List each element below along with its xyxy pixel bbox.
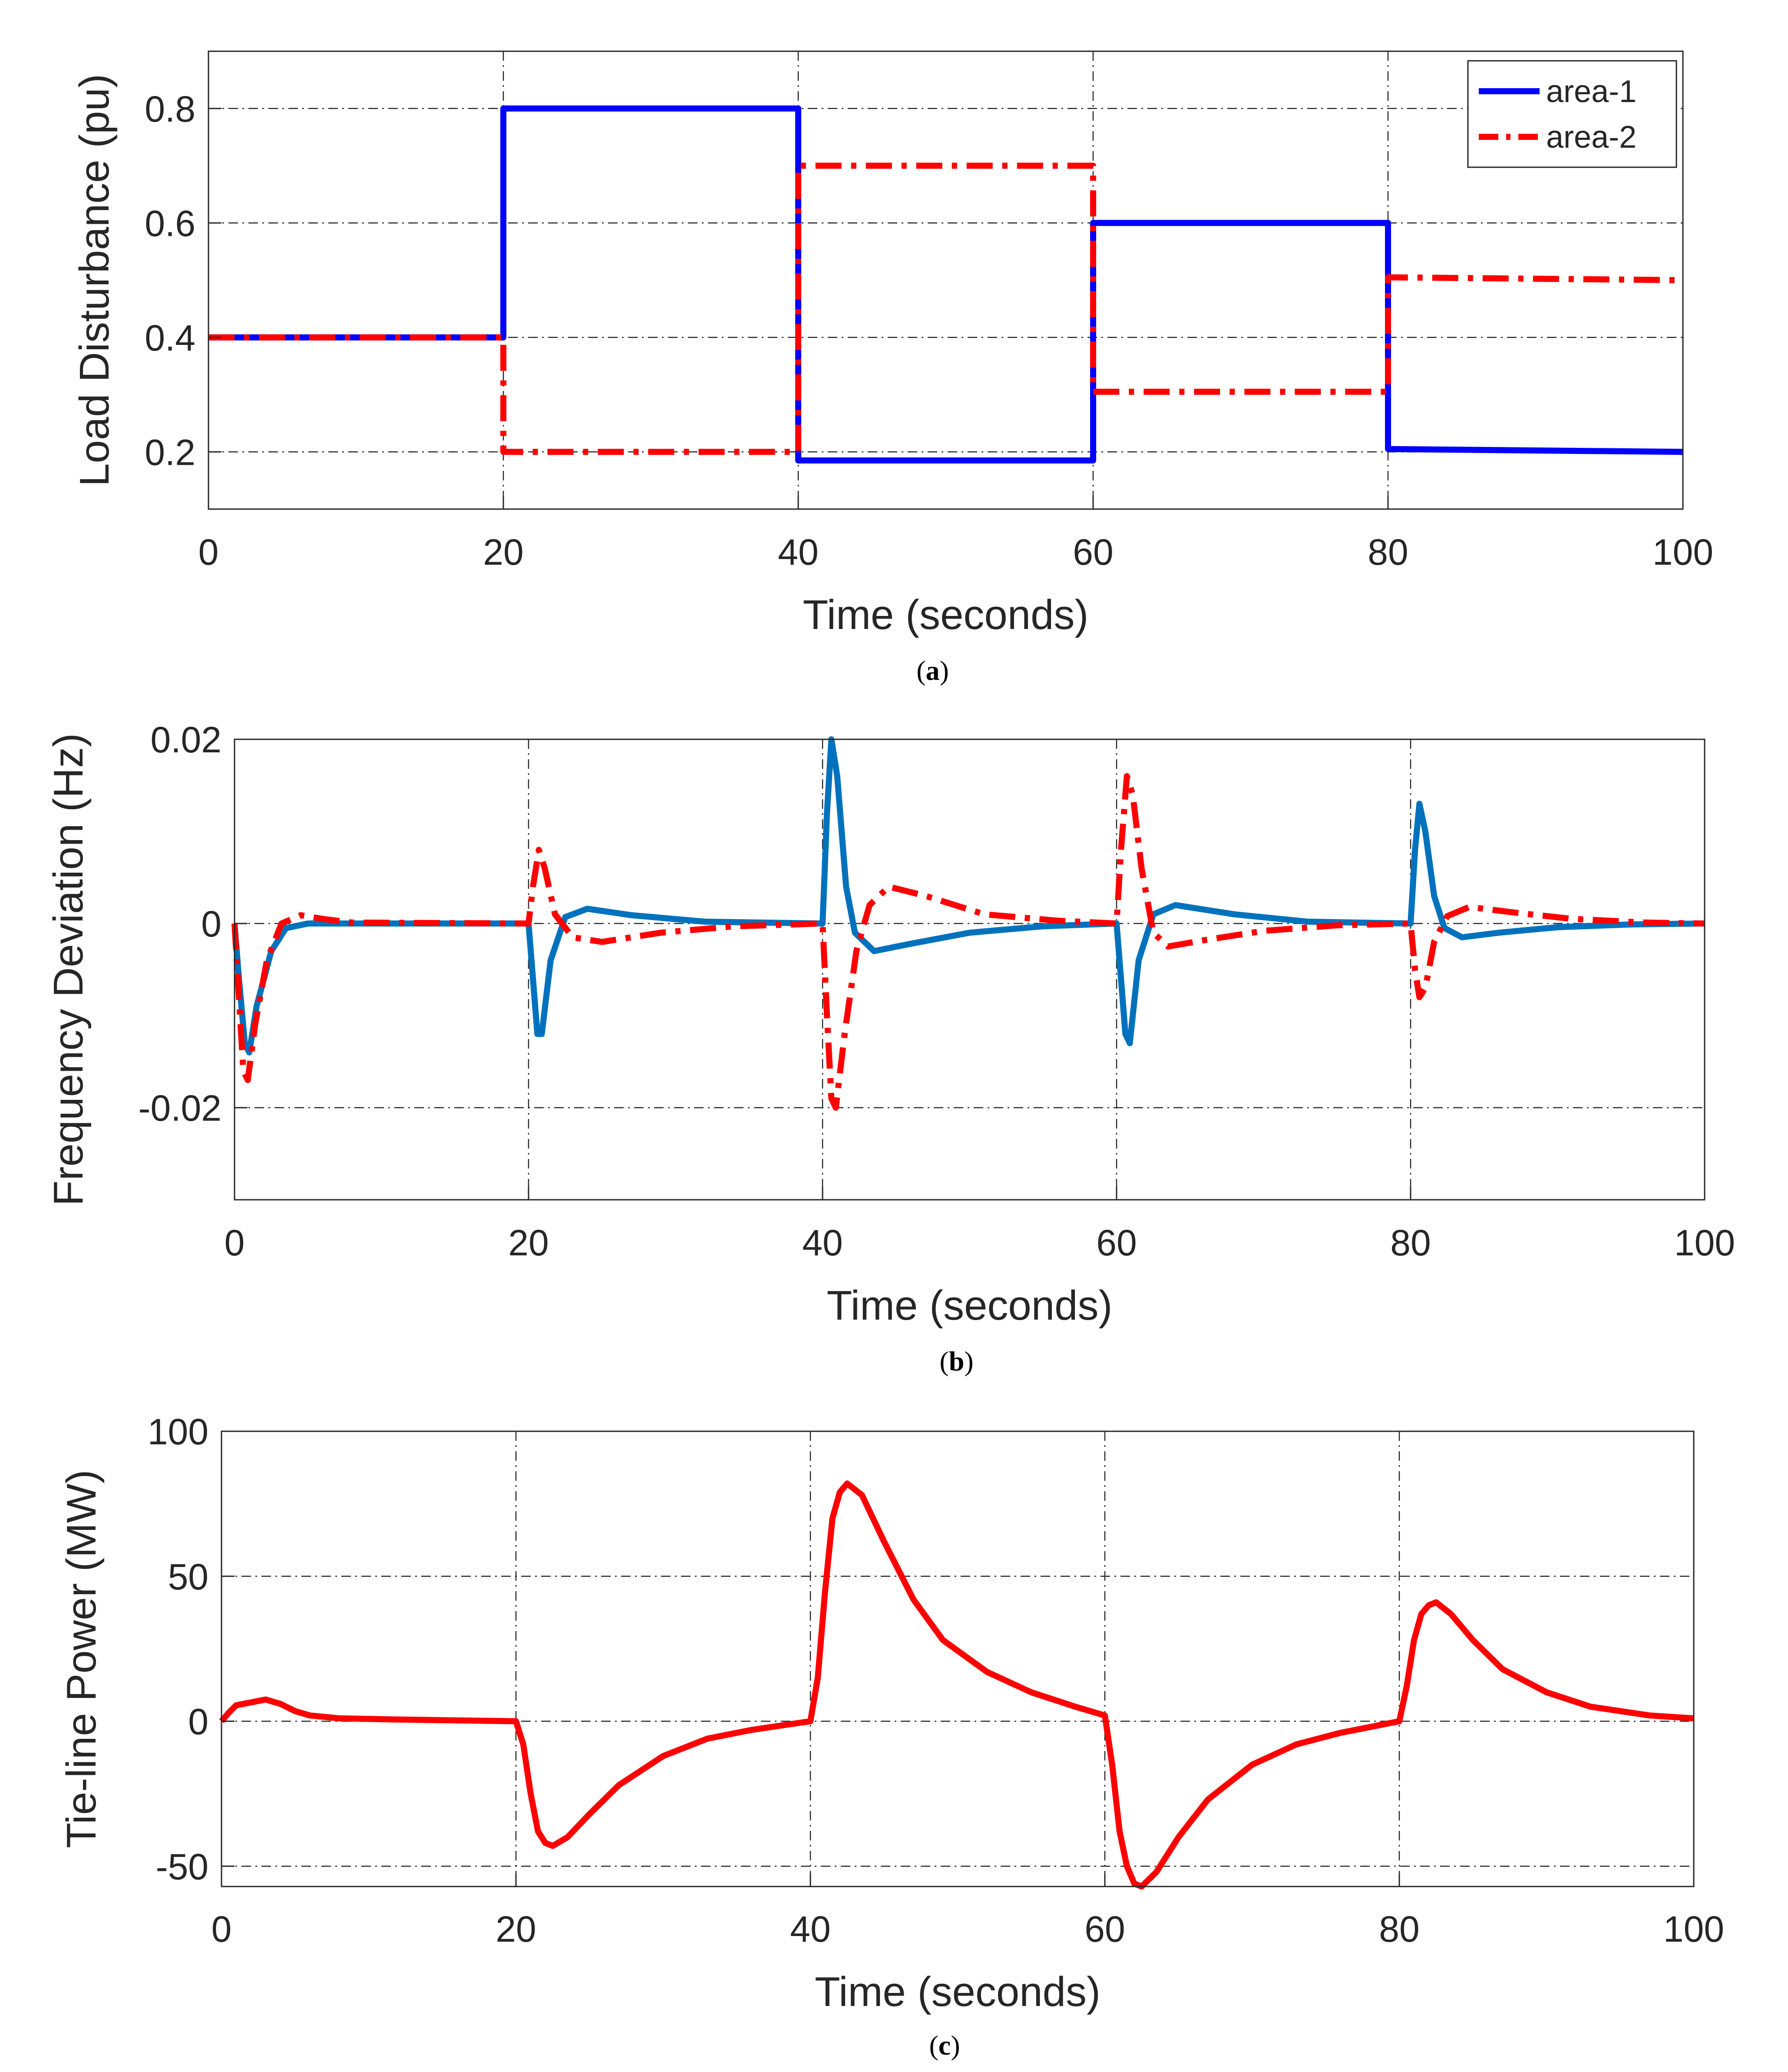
series-area-1-line — [208, 105, 1683, 463]
y-tick-label: 0.2 — [145, 432, 195, 473]
caption-letter: c — [939, 2030, 951, 2061]
panel-caption: (c) — [929, 2030, 960, 2061]
y-tick-label: 50 — [168, 1556, 208, 1597]
x-tick-label: 0 — [198, 532, 219, 573]
plot-area — [235, 739, 1705, 1200]
caption-open: ( — [939, 1346, 949, 1377]
axes-frame — [234, 738, 1705, 1201]
x-tick-label: 100 — [1674, 1222, 1735, 1263]
x-tick-label: 60 — [1073, 532, 1113, 573]
legend-label-area-2: area-2 — [1546, 120, 1636, 155]
y-tick-label: 0 — [188, 1701, 208, 1742]
plot-area — [221, 1431, 1694, 1887]
y-tick-label: 0 — [201, 904, 221, 944]
x-tick-label: 20 — [496, 1909, 536, 1950]
caption-letter: b — [949, 1346, 965, 1377]
panel-caption: (a) — [916, 655, 949, 686]
y-axis-label: Load Disturbance (pu) — [71, 74, 118, 487]
x-tick-label: 80 — [1368, 532, 1408, 573]
y-tick-label: -50 — [156, 1846, 208, 1887]
caption-open: ( — [929, 2030, 938, 2061]
x-tick-label: 40 — [790, 1909, 830, 1950]
x-axis-label: Time (seconds) — [827, 1282, 1113, 1329]
caption-open: ( — [916, 655, 925, 686]
caption-close: ) — [964, 1346, 973, 1377]
legend: area-1 area-2 — [1467, 60, 1677, 168]
legend-label-area-1: area-1 — [1546, 74, 1636, 109]
series-tie-line-line — [219, 1480, 1694, 1890]
x-tick-label: 20 — [483, 532, 523, 573]
axes-frame — [221, 1430, 1695, 1887]
legend-box — [1467, 60, 1677, 168]
y-axis-label: Tie-line Power (MW) — [58, 1470, 105, 1848]
caption-close: ) — [940, 655, 949, 686]
y-tick-label: -0.02 — [139, 1088, 221, 1129]
series-area-1-line — [231, 736, 1705, 1056]
y-tick-label: 0.02 — [151, 719, 222, 760]
x-tick-label: 40 — [802, 1222, 843, 1263]
caption-letter: a — [926, 655, 940, 686]
x-tick-label: 100 — [1663, 1909, 1724, 1950]
y-tick-label: 100 — [148, 1411, 208, 1452]
x-tick-label: 20 — [508, 1222, 549, 1263]
x-axis-label: Time (seconds) — [815, 1969, 1101, 2015]
plot-area — [208, 51, 1683, 509]
caption-close: ) — [951, 2030, 960, 2061]
x-tick-label: 0 — [212, 1909, 232, 1950]
x-tick-label: 0 — [225, 1222, 245, 1263]
x-tick-label: 100 — [1652, 532, 1713, 573]
x-axis-label: Time (seconds) — [803, 592, 1089, 638]
x-tick-label: 60 — [1096, 1222, 1137, 1263]
x-tick-label: 60 — [1084, 1909, 1125, 1950]
chart-a: 0 20 40 60 80 100 0.2 0.4 0.6 0.8 Time (seconds) Lo… — [71, 50, 1713, 686]
y-tick-label: 0.4 — [145, 318, 195, 358]
x-tick-label: 80 — [1390, 1222, 1431, 1263]
y-axis-label: Frequency Deviation (Hz) — [45, 733, 92, 1206]
y-tick-label: 0.8 — [145, 89, 195, 129]
y-tick-label: 0.6 — [145, 203, 195, 244]
series-area-2-line — [231, 773, 1705, 1111]
chart-b: 0 20 40 60 80 100 -0.02 0 0.02 Time (seconds) Freq… — [45, 719, 1735, 1377]
x-tick-label: 80 — [1379, 1909, 1419, 1950]
x-tick-label: 40 — [778, 532, 818, 573]
axes-frame — [208, 50, 1684, 510]
panel-caption: (b) — [939, 1346, 973, 1377]
